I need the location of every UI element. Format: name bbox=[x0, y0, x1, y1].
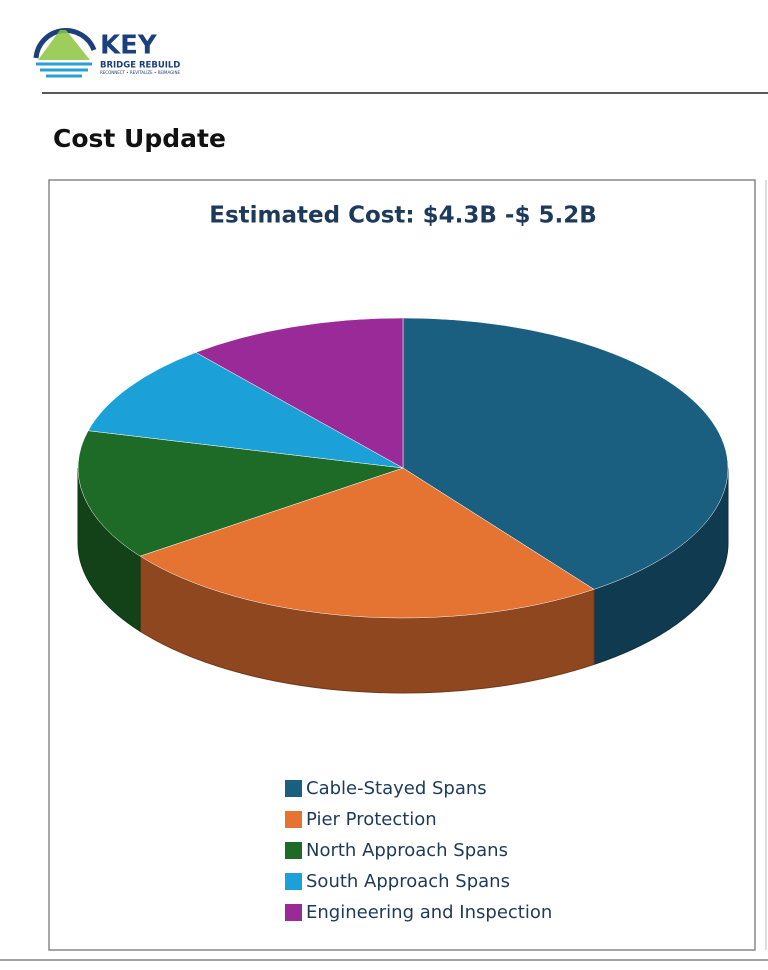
legend-label: Pier Protection bbox=[306, 809, 437, 830]
legend-label: North Approach Spans bbox=[306, 840, 508, 861]
legend-swatch bbox=[285, 873, 302, 890]
section-title: Cost Update bbox=[53, 124, 226, 153]
legend-swatch bbox=[285, 842, 302, 859]
slice bbox=[402, 317, 729, 590]
slice bbox=[87, 352, 404, 469]
slice bbox=[77, 430, 404, 557]
logo-tagline: RECONNECT • REVITALIZE • REIMAGINE bbox=[100, 70, 180, 75]
logo-sub: BRIDGE REBUILD bbox=[100, 61, 180, 71]
logo: KEY BRIDGE REBUILD RECONNECT • REVITALIZ… bbox=[33, 28, 180, 78]
pie bbox=[77, 317, 729, 694]
chart-title: Estimated Cost: $4.3B -$ 5.2B bbox=[209, 203, 597, 229]
legend-swatch bbox=[285, 904, 302, 921]
legend-label: Engineering and Inspection bbox=[306, 902, 552, 923]
slice bbox=[139, 467, 595, 619]
legend-swatch bbox=[285, 780, 302, 797]
legend: Cable-Stayed Spans Pier Protection North A… bbox=[285, 778, 552, 923]
logo-bridge bbox=[38, 30, 90, 60]
legend-swatch bbox=[285, 811, 302, 828]
legend-label: South Approach Spans bbox=[306, 871, 510, 892]
legend-label: Cable-Stayed Spans bbox=[306, 778, 487, 799]
logo-water bbox=[36, 62, 92, 78]
logo-word: KEY bbox=[100, 31, 158, 61]
slice bbox=[195, 317, 404, 469]
